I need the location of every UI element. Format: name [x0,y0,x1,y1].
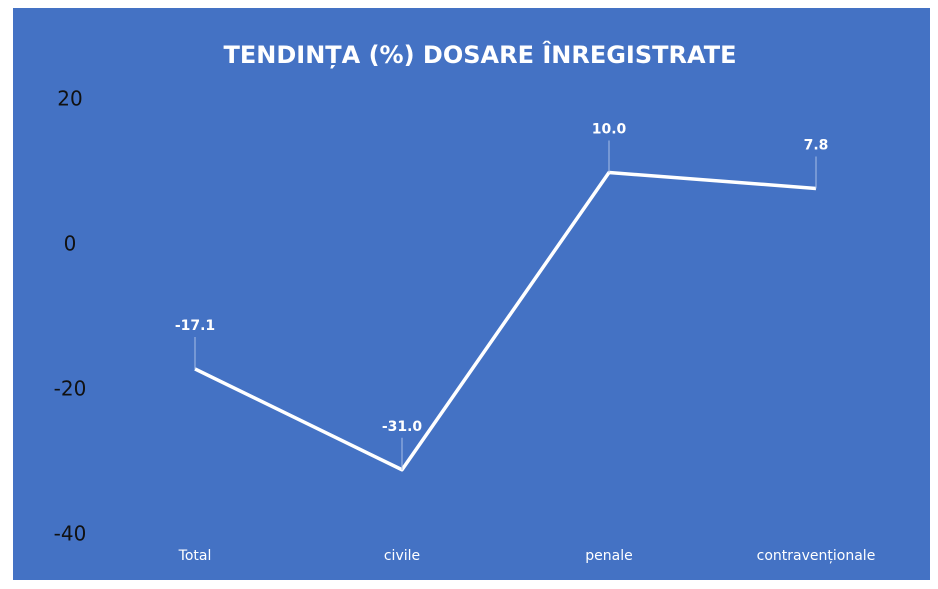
y-tick-label: 0 [64,232,77,256]
y-tick-label: -40 [54,522,87,546]
x-tick-label: penale [585,548,632,564]
line [194,170,817,472]
data-label: -17.1 [175,318,215,334]
x-tick-label: contravenționale [757,548,876,564]
chart-background [13,8,930,580]
y-tick-label: -20 [54,377,87,401]
data-label: -31.0 [382,419,423,435]
chart-title: TENDINȚA (%) DOSARE ÎNREGISTRATE [224,40,737,69]
x-tick-label: Total [178,548,212,564]
data-label: 7.8 [804,137,829,153]
data-label: 10.0 [592,122,627,138]
y-tick-label: 20 [57,87,82,111]
x-tick-label: civile [384,548,420,564]
